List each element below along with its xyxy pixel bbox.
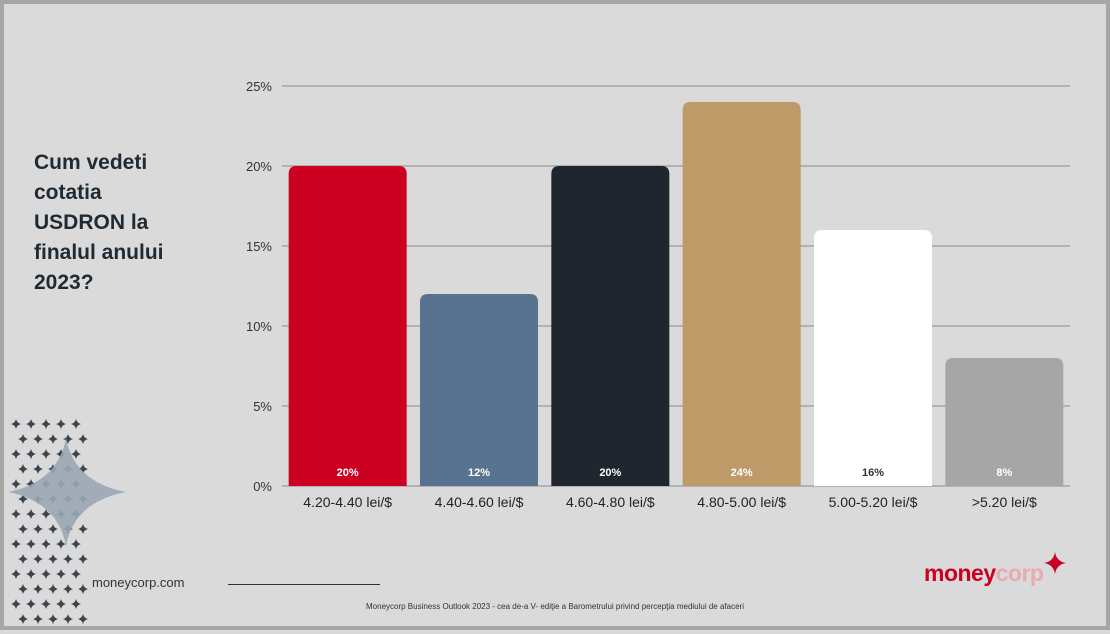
small-star-icon [11,569,21,579]
logo-star-icon [1044,552,1066,574]
small-star-icon [48,584,58,594]
small-star-icon [26,509,36,519]
small-star-icon [63,584,73,594]
bar [288,166,407,486]
small-star-icon [41,449,51,459]
small-star-icon [71,449,81,459]
y-tick-label: 0% [253,479,272,494]
small-star-icon [11,479,21,489]
chart-question: Cum vedeti cotatia USDRON la finalul anu… [34,151,164,294]
small-star-icon [41,509,51,519]
x-tick-label: >5.20 lei/$ [972,494,1037,510]
bar [551,166,670,486]
small-star-icon [18,494,28,504]
small-star-icon [56,539,66,549]
small-star-icon [71,539,81,549]
small-star-icon [18,584,28,594]
moneycorp-logo: moneycorp [924,560,1044,586]
data-label: 20% [599,467,621,479]
divider [228,584,380,585]
x-tick-label: 4.20-4.40 lei/$ [303,494,392,510]
small-star-icon [41,539,51,549]
small-star-icon [18,434,28,444]
small-star-icon [56,449,66,459]
small-star-icon [26,419,36,429]
small-star-icon [71,419,81,429]
large-star-icon [8,438,126,546]
small-star-icon [41,569,51,579]
small-star-icon [33,554,43,564]
small-star-icon [71,599,81,609]
small-star-icon [33,464,43,474]
bar [420,294,538,486]
small-star-icon [63,554,73,564]
small-star-icon [11,509,21,519]
small-star-icon [48,434,58,444]
data-label: 20% [337,467,359,479]
decorative-star-pattern [8,419,126,624]
x-tick-label: 4.40-4.60 lei/$ [435,494,524,510]
small-star-icon [11,419,21,429]
bar [945,358,1064,486]
data-label: 12% [468,467,490,479]
small-star-icon [56,569,66,579]
small-star-icon [63,434,73,444]
bar-chart: 0% 5% 10% 15% 20% 25% 20% 4.20-4.40 lei/$ 12% 4.4… [246,79,1070,510]
small-star-icon [18,614,28,624]
small-star-icon [26,569,36,579]
bar [814,230,932,486]
small-star-icon [11,599,21,609]
data-label: 16% [862,467,884,479]
y-tick-label: 25% [246,79,272,94]
small-star-icon [33,434,43,444]
small-star-icon [26,539,36,549]
small-star-icon [78,434,88,444]
data-label: 8% [996,467,1012,479]
small-star-icon [78,554,88,564]
small-star-icon [33,584,43,594]
x-tick-label: 4.60-4.80 lei/$ [566,494,655,510]
small-star-icon [78,584,88,594]
website-link[interactable]: moneycorp.com [92,575,185,590]
small-star-icon [26,599,36,609]
small-star-icon [18,554,28,564]
y-tick-label: 15% [246,239,272,254]
small-star-icon [48,614,58,624]
footnote: Moneycorp Business Outlook 2023 - cea de… [366,602,744,611]
x-tick-label: 5.00-5.20 lei/$ [829,494,918,510]
y-tick-label: 5% [253,399,272,414]
small-star-icon [11,449,21,459]
small-star-icon [78,524,88,534]
small-star-icon [56,419,66,429]
small-star-icon [26,479,36,489]
small-star-icon [48,554,58,564]
small-star-icon [41,599,51,609]
small-star-icon [78,614,88,624]
small-star-icon [11,539,21,549]
small-star-icon [56,599,66,609]
small-star-icon [63,614,73,624]
small-star-icon [41,419,51,429]
y-tick-label: 20% [246,159,272,174]
small-star-icon [71,569,81,579]
small-star-icon [33,524,43,534]
small-star-icon [26,449,36,459]
data-label: 24% [731,467,753,479]
small-star-icon [18,524,28,534]
small-star-icon [33,614,43,624]
y-tick-label: 10% [246,319,272,334]
bar [682,102,801,486]
small-star-icon [48,524,58,534]
small-star-icon [78,464,88,474]
x-tick-label: 4.80-5.00 lei/$ [697,494,786,510]
small-star-icon [18,464,28,474]
